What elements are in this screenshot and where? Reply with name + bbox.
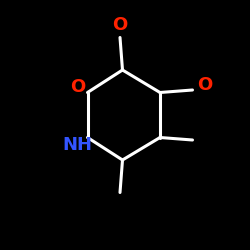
Text: NH: NH — [62, 136, 92, 154]
Text: O: O — [112, 16, 128, 34]
Text: O: O — [198, 76, 213, 94]
Text: O: O — [70, 78, 85, 96]
